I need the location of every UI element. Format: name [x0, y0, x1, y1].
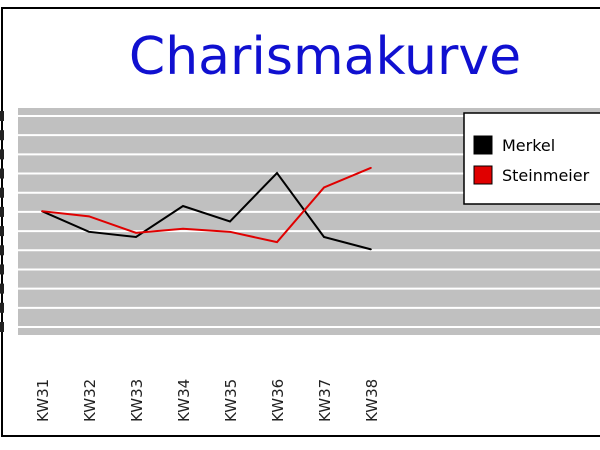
- data-point-steinmeier: [88, 215, 90, 218]
- data-point-merkel: [88, 231, 90, 233]
- y-tick-mark: [0, 130, 4, 141]
- y-tick-mark: [0, 245, 4, 256]
- data-point-merkel: [276, 172, 278, 174]
- y-tick-mark: [0, 111, 4, 121]
- x-tick-label: KW33: [128, 379, 146, 422]
- y-axis-edge: [0, 111, 4, 332]
- data-point-merkel: [370, 248, 372, 251]
- x-tick-label: KW37: [316, 379, 334, 422]
- legend-label-merkel: Merkel: [502, 136, 555, 155]
- y-tick-mark: [0, 226, 4, 237]
- y-tick-mark: [0, 149, 4, 160]
- data-point-merkel: [323, 236, 325, 238]
- data-point-steinmeier: [135, 232, 137, 234]
- data-point-steinmeier: [41, 210, 43, 212]
- data-point-merkel: [135, 236, 137, 238]
- legend-label-steinmeier: Steinmeier: [502, 166, 590, 185]
- y-tick-mark: [0, 168, 4, 179]
- y-tick-mark: [0, 206, 4, 217]
- data-point-merkel: [182, 205, 184, 207]
- x-tick-labels: KW31 KW32 KW33 KW34 KW35 KW36 KW37 KW38: [34, 379, 381, 422]
- y-tick-mark: [0, 264, 4, 275]
- series-line-merkel: [41, 171, 372, 251]
- data-point-steinmeier: [182, 227, 184, 230]
- legend-swatch-steinmeier: [473, 165, 493, 185]
- legend-swatch-merkel: [473, 135, 493, 155]
- x-tick-label: KW32: [81, 379, 99, 422]
- x-tick-label: KW31: [34, 379, 52, 422]
- data-point-steinmeier: [370, 167, 372, 169]
- x-tick-label: KW36: [269, 379, 287, 422]
- series-line-steinmeier: [41, 166, 372, 244]
- data-point-steinmeier: [276, 241, 278, 243]
- gridlines: [18, 115, 600, 328]
- chart-title: Charismakurve: [129, 27, 521, 87]
- x-tick-label: KW34: [175, 379, 193, 422]
- legend: Merkel Steinmeier: [463, 112, 600, 205]
- y-tick-mark: [0, 302, 4, 313]
- x-tick-label: KW38: [363, 379, 381, 422]
- data-point-merkel: [229, 220, 231, 223]
- data-point-steinmeier: [229, 231, 231, 233]
- legend-box: [463, 112, 600, 205]
- x-tick-label: KW35: [222, 379, 240, 422]
- y-tick-mark: [0, 187, 4, 198]
- series-layer: [41, 166, 372, 251]
- y-tick-mark: [0, 322, 4, 332]
- data-point-steinmeier: [323, 186, 325, 189]
- y-tick-mark: [0, 283, 4, 294]
